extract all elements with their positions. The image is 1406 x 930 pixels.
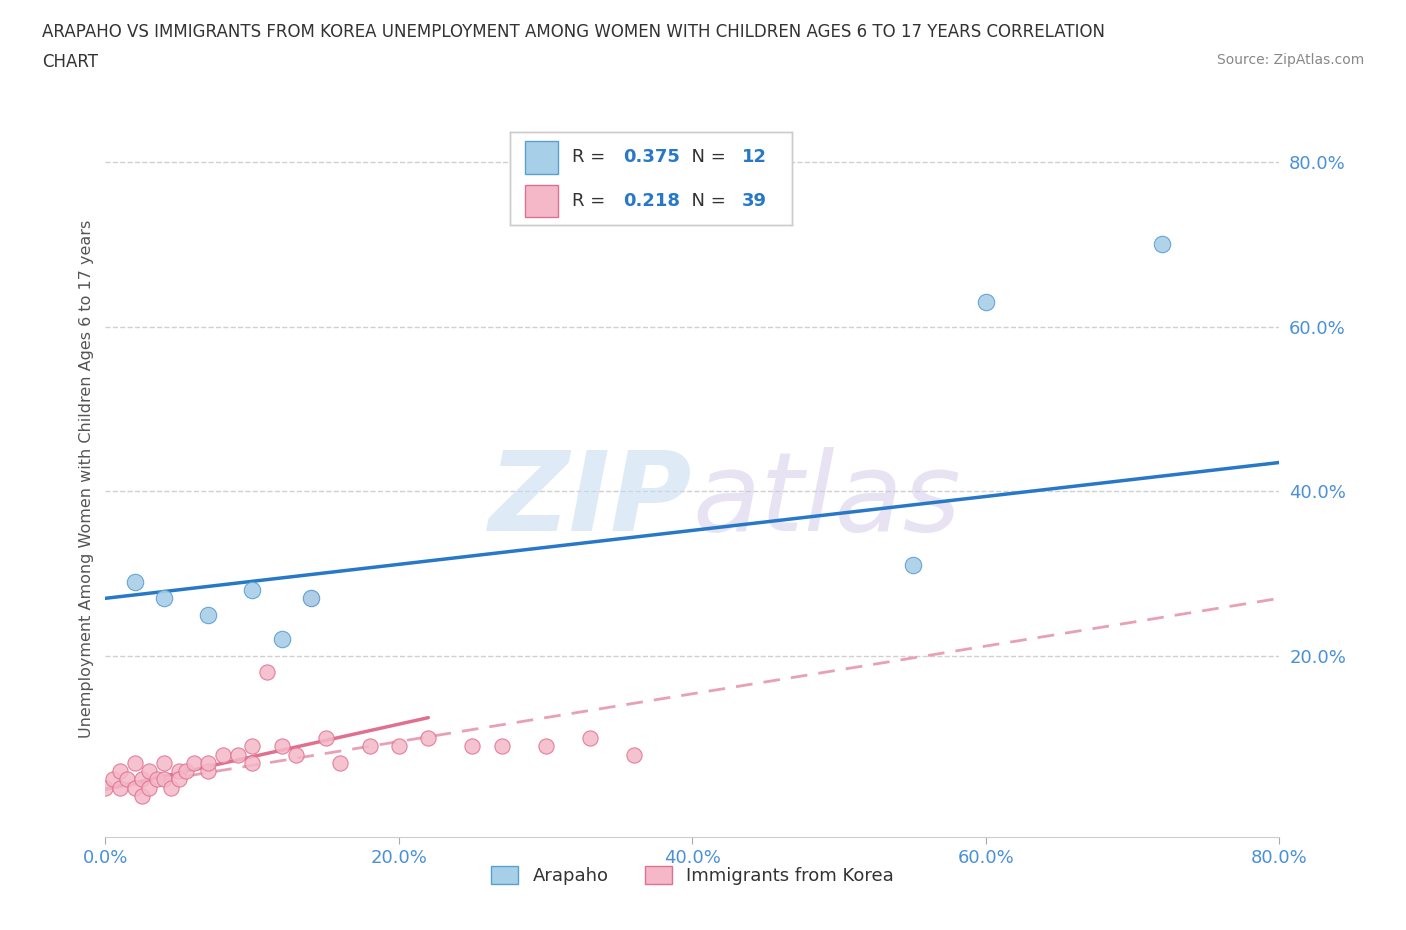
Point (197, 764, 219, 778)
Point (160, 780, 183, 795)
Point (329, 755, 352, 770)
Point (1150, 237, 1173, 252)
Point (240, 755, 263, 770)
Point (124, 755, 146, 770)
Point (211, 747, 233, 762)
Legend: Arapaho, Immigrants from Korea: Arapaho, Immigrants from Korea (484, 858, 901, 893)
Point (285, 747, 308, 762)
Point (167, 764, 190, 778)
Point (138, 780, 160, 795)
Point (108, 764, 131, 778)
Point (534, 739, 557, 754)
Point (418, 731, 440, 746)
Text: ARAPAHO VS IMMIGRANTS FROM KOREA UNEMPLOYMENT AMONG WOMEN WITH CHILDREN AGES 6 T: ARAPAHO VS IMMIGRANTS FROM KOREA UNEMPLO… (42, 23, 1105, 41)
Point (240, 582, 263, 597)
Point (299, 591, 322, 605)
Point (138, 764, 160, 778)
Point (197, 607, 219, 622)
Point (153, 755, 176, 770)
Point (108, 780, 131, 795)
Point (124, 575, 146, 590)
Point (226, 747, 249, 762)
Point (197, 755, 219, 770)
Point (101, 772, 124, 787)
Point (131, 772, 153, 787)
Point (974, 295, 997, 310)
Point (131, 789, 153, 804)
Point (146, 772, 169, 787)
Text: Source: ZipAtlas.com: Source: ZipAtlas.com (1216, 53, 1364, 67)
Point (461, 739, 484, 754)
Point (124, 780, 146, 795)
Text: atlas: atlas (693, 447, 962, 554)
Point (183, 755, 205, 770)
Text: ZIP: ZIP (489, 447, 693, 554)
Point (623, 747, 645, 762)
Point (388, 739, 411, 754)
Point (299, 591, 322, 605)
Point (256, 665, 278, 680)
Point (578, 731, 600, 746)
Point (901, 558, 924, 573)
Point (174, 764, 197, 778)
Point (491, 739, 513, 754)
Point (315, 731, 337, 746)
Point (240, 739, 263, 754)
Point (153, 772, 176, 787)
Point (167, 772, 190, 787)
Y-axis label: Unemployment Among Women with Children Ages 6 to 17 years: Unemployment Among Women with Children A… (79, 219, 94, 738)
Point (117, 772, 139, 787)
Point (153, 591, 176, 605)
Text: CHART: CHART (42, 53, 98, 71)
Point (94, 780, 117, 795)
Point (270, 739, 292, 754)
Point (359, 739, 381, 754)
Point (270, 632, 292, 647)
